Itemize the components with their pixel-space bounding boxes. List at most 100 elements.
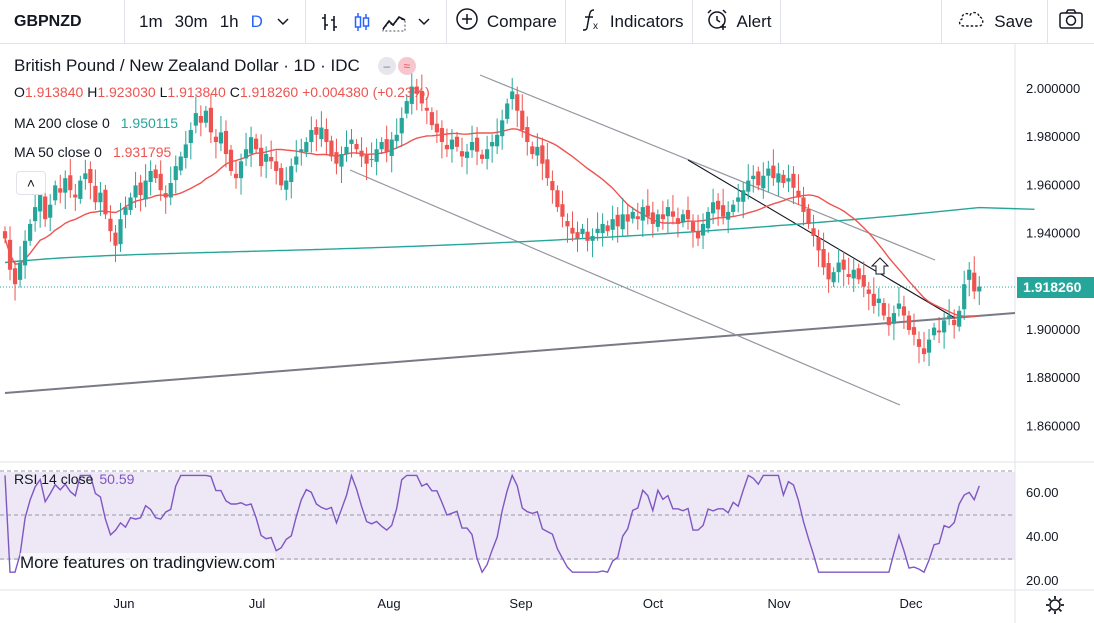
compare-button[interactable]: Compare: [447, 0, 565, 44]
tradingview-watermark[interactable]: More features on tradingview.com: [20, 553, 276, 573]
symbol-search-button[interactable]: GBPNZD: [14, 12, 82, 30]
interval-30m-button[interactable]: 30m: [174, 11, 208, 31]
candles-icon[interactable]: [346, 11, 378, 33]
candle-body: [394, 134, 399, 142]
candle-body: [128, 197, 133, 210]
chevron-down-icon[interactable]: [410, 15, 438, 29]
candle-body: [841, 259, 846, 270]
candle-body: [243, 149, 249, 159]
ohlc-o-label: O: [14, 84, 25, 100]
candle-body: [947, 315, 952, 318]
candle-body: [901, 306, 907, 316]
price-tick-label: 1.860000: [1026, 418, 1080, 433]
resistance-trendline[interactable]: [687, 159, 956, 319]
save-button[interactable]: Save: [942, 0, 1047, 44]
chart-legend: British Pound / New Zealand Dollar · 1D …: [14, 56, 416, 76]
candle-body: [334, 152, 339, 164]
candle-body: [33, 207, 38, 222]
candle-body: [665, 207, 671, 217]
ma50-value: 1.931795: [112, 144, 172, 160]
ma200-legend[interactable]: MA 200 close 0 1.950115: [14, 114, 181, 132]
time-axis[interactable]: Jun Jul Aug Sep Oct Nov Dec: [114, 596, 924, 611]
candle-body: [675, 218, 681, 224]
candle-body: [364, 155, 369, 164]
candle-body: [731, 204, 736, 212]
candle-body: [846, 274, 851, 277]
ohlc-c-label: C: [229, 84, 240, 100]
time-tick-label: Dec: [899, 596, 923, 611]
last-price-label: 1.918260: [1017, 277, 1094, 298]
minus-icon[interactable]: –: [377, 57, 396, 75]
candle-body: [650, 212, 655, 224]
interval-d-button[interactable]: D: [250, 11, 263, 31]
gear-icon[interactable]: [1046, 596, 1064, 614]
candle-body: [123, 207, 128, 215]
candle-body: [274, 161, 279, 171]
candle-body: [881, 303, 886, 316]
approx-icon[interactable]: ≈: [397, 57, 416, 75]
rsi-legend[interactable]: RSI 14 close 50.59: [14, 471, 134, 487]
channel-lower-line[interactable]: [349, 169, 901, 406]
candle-body: [695, 231, 701, 239]
candle-body: [38, 195, 43, 212]
rsi-axis[interactable]: 60.00 40.00 20.00: [1026, 485, 1059, 588]
candle-body: [73, 194, 78, 198]
bar-chart-icon[interactable]: [314, 11, 346, 33]
price-tick-label: 1.880000: [1026, 370, 1080, 385]
candle-body: [610, 219, 615, 230]
candle-body: [565, 221, 570, 227]
candle-body: [183, 144, 188, 158]
candle-body: [816, 237, 821, 251]
indicators-button[interactable]: x Indicators: [566, 0, 692, 44]
candle-body: [836, 262, 841, 273]
price-chart[interactable]: 2.0000001.9800001.9600001.9400001.920000…: [0, 44, 1094, 623]
svg-text:x: x: [593, 21, 598, 31]
toolbar-divider: [124, 0, 125, 44]
time-tick-label: Jul: [249, 596, 266, 611]
rsi-series: [4, 473, 980, 574]
toolbar-divider: [445, 0, 447, 44]
chevron-down-icon[interactable]: [269, 15, 297, 29]
candle-body: [113, 232, 118, 246]
candle-body: [68, 175, 73, 191]
candle-body: [831, 272, 836, 283]
price-axis[interactable]: 2.0000001.9800001.9600001.9400001.920000…: [1026, 81, 1080, 433]
snapshot-button[interactable]: [1048, 0, 1094, 44]
camera-icon: [1058, 8, 1084, 35]
candle-body: [796, 190, 801, 198]
candle-body: [17, 262, 23, 280]
candle-body: [279, 168, 284, 186]
symbol-title: British Pound / New Zealand Dollar · 1D …: [14, 56, 360, 75]
candle-body: [791, 173, 796, 188]
toolbar-divider: [941, 0, 943, 44]
candle-body: [771, 165, 776, 179]
ohlc-open: 1.913840: [24, 84, 84, 100]
candle-body: [399, 117, 404, 134]
candle-body: [595, 228, 600, 234]
candle-body: [414, 86, 419, 94]
collapse-legend-button[interactable]: ˄: [16, 171, 46, 195]
candle-body: [83, 173, 88, 180]
candle-body: [259, 147, 264, 167]
ohlc-close: 1.918260: [239, 84, 299, 100]
channel-upper-line[interactable]: [479, 74, 936, 261]
candle-body: [741, 190, 746, 202]
candle-body: [736, 197, 741, 202]
candle-body: [354, 143, 359, 150]
interval-1h-button[interactable]: 1h: [219, 11, 239, 31]
candle-body: [781, 174, 786, 183]
interval-1m-button[interactable]: 1m: [139, 11, 163, 31]
candle-body: [931, 327, 937, 336]
candle-body: [48, 204, 53, 218]
top-toolbar: GBPNZD 1m 30m 1h D Compare x: [0, 0, 1094, 44]
candle-body: [359, 150, 364, 157]
area-chart-icon[interactable]: [378, 11, 410, 33]
candle-body: [515, 94, 520, 111]
candle-body: [535, 146, 540, 156]
arrow-up-icon[interactable]: [870, 257, 890, 275]
ma50-legend[interactable]: MA 50 close 0 1.931795: [14, 143, 174, 161]
save-label: Save: [994, 11, 1033, 31]
indicators-label: Indicators: [609, 11, 684, 31]
support-trendline[interactable]: [4, 312, 1016, 394]
alert-button[interactable]: Alert: [693, 0, 780, 44]
